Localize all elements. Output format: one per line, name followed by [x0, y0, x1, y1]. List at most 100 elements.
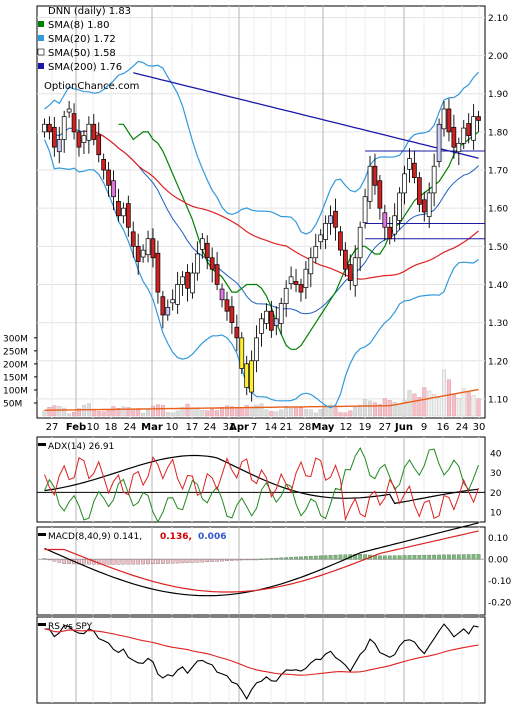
macd-histogram-bar [146, 559, 150, 565]
macd-histogram-bar [185, 559, 190, 563]
volume-bar [432, 394, 437, 417]
volume-ma-line [44, 388, 479, 411]
volume-bar [165, 412, 170, 417]
macd-histogram-bar [358, 553, 363, 560]
candle-body [387, 226, 393, 240]
macd-histogram-bar [427, 554, 432, 560]
macd-histogram-bar [471, 554, 476, 560]
volume-bar [52, 405, 57, 417]
price-y-tick: 1.20 [488, 357, 508, 367]
x-tick-label: 24 [204, 422, 217, 433]
x-tick-label: 9 [421, 422, 427, 433]
volume-bar [170, 412, 175, 417]
volume-bar [96, 410, 101, 417]
volume-bar [205, 410, 210, 417]
macd-histogram-bar [338, 554, 343, 560]
candle-body [155, 252, 161, 293]
macd-histogram-bar [131, 559, 136, 565]
candle-body [96, 134, 102, 156]
volume-bar [259, 403, 264, 417]
legend-sma200: SMA(200) 1.76 [48, 62, 122, 73]
volume-bar [131, 408, 136, 417]
macd-histogram-bar [304, 556, 308, 560]
volume-bar [348, 410, 353, 417]
x-tick-label: 17 [186, 422, 199, 433]
volume-bar [47, 407, 52, 417]
candle-body [91, 123, 97, 140]
macd-signal-line [44, 530, 479, 593]
macd-histogram-bar [452, 554, 456, 560]
sma200-line [133, 72, 479, 159]
volume-bar [308, 409, 313, 417]
volume-bar [313, 412, 318, 417]
volume-bar [333, 405, 338, 417]
candle-body [416, 177, 422, 205]
volume-bar [387, 400, 392, 417]
volume-bar [372, 402, 377, 417]
x-tick-label: Mar [141, 422, 163, 433]
volume-bar [298, 407, 303, 417]
macd-histogram-bar [422, 554, 427, 560]
price-legend: DNN (daily) 1.83 SMA(8) 1.80 SMA(20) 1.7… [37, 6, 139, 92]
macd-histogram-bar [82, 559, 86, 565]
x-tick-label: 31 [223, 422, 236, 433]
macd-histogram-bar [417, 555, 422, 560]
candle-body [165, 307, 171, 316]
x-tick-label: 24 [124, 422, 137, 433]
candle-body [214, 264, 220, 285]
volume-bar [215, 410, 220, 417]
volume-bar [67, 413, 72, 417]
macd-y-tick: -0.20 [488, 599, 512, 609]
macd-histogram-bar [437, 554, 441, 560]
macd-histogram-bar [220, 559, 224, 562]
macd-histogram-bar [264, 558, 269, 560]
legend-swatch-sma200 [38, 63, 44, 69]
price-y-tick: 2.10 [488, 14, 508, 24]
candle-body [71, 113, 77, 133]
macd-y-tick: 0.00 [488, 556, 508, 566]
volume-bar [279, 409, 284, 417]
macd-histogram-bar [284, 557, 289, 560]
macd-histogram-bar [106, 559, 111, 565]
macd-histogram-bar [52, 559, 57, 562]
candle-body [421, 199, 427, 213]
price-panel-frame [36, 5, 486, 419]
candle-body [471, 116, 476, 141]
candle-body [81, 135, 87, 143]
legend-swatch-sma50 [37, 48, 45, 56]
volume-bar [402, 399, 407, 417]
macd-histogram-bar [249, 559, 254, 561]
candle-body [269, 310, 274, 331]
watermark: OptionChance.com [44, 81, 139, 92]
candle-body [323, 223, 328, 240]
macd-histogram-bar [160, 559, 165, 564]
macd-y-tick: -0.10 [488, 577, 512, 587]
macd-histogram-bar [116, 559, 121, 565]
minus-di-line [44, 455, 479, 522]
volume-bar [269, 411, 274, 417]
x-tick-label: 16 [437, 422, 450, 433]
candle-body [352, 257, 358, 286]
macd-signal-label: 0.136, [160, 532, 192, 542]
volume-bar [284, 406, 289, 417]
candle-body [362, 196, 368, 224]
macd-histogram-bar [318, 555, 323, 560]
x-tick-label: 21 [280, 422, 293, 433]
candle-body [392, 215, 398, 235]
macd-histogram-bar [101, 559, 106, 565]
candle-body [61, 116, 67, 140]
macd-histogram-bar [442, 554, 446, 560]
x-tick-label: 14 [265, 422, 278, 433]
price-y-tick: 2.00 [488, 52, 508, 62]
volume-bar [160, 405, 165, 417]
volume-y-tick: 200M [3, 360, 28, 370]
candle-body [66, 108, 72, 113]
candle-body [397, 192, 402, 221]
volume-bar [111, 406, 116, 417]
volume-bar [466, 391, 471, 417]
candle-body [224, 299, 230, 312]
candle-body [130, 231, 136, 247]
macd-histogram-bar [111, 559, 116, 565]
candle-body [239, 337, 245, 369]
